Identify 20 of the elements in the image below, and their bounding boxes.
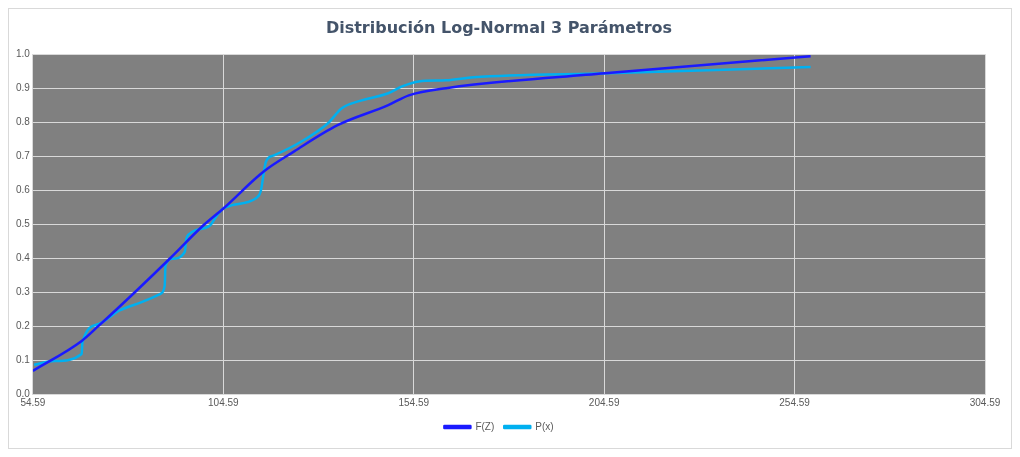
x-tick-label: 54.59 (20, 396, 46, 408)
y-tick-label: 0.0 (16, 387, 31, 399)
x-tick-label: 254.59 (779, 396, 811, 408)
x-tick-label: 154.59 (398, 396, 430, 408)
x-tick-label: 104.59 (208, 396, 240, 408)
y-tick-label: 1.0 (16, 47, 31, 59)
y-tick-label: 0.7 (16, 149, 31, 161)
y-tick-label: 0.9 (16, 81, 31, 93)
y-tick-label: 0.4 (16, 251, 31, 263)
y-tick-label: 0.2 (16, 319, 31, 331)
y-tick-label: 0.1 (16, 353, 31, 365)
y-tick-label: 0.5 (16, 217, 31, 229)
legend-label: P(x) (535, 420, 554, 432)
x-tick-label: 304.59 (969, 396, 1001, 408)
y-tick-label: 0.3 (16, 285, 31, 297)
x-tick-label: 204.59 (588, 396, 620, 408)
chart-title: Distribución Log-Normal 3 Parámetros (325, 17, 673, 37)
legend-label: F(Z) (475, 420, 495, 432)
y-tick-label: 0.6 (16, 183, 31, 195)
y-tick-label: 0.8 (16, 115, 31, 127)
